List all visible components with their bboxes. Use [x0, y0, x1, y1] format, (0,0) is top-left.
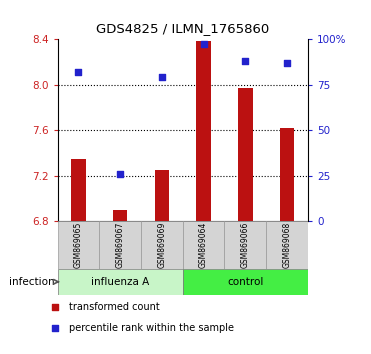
- Point: [117, 171, 123, 177]
- Bar: [266, 221, 308, 269]
- Text: GSM869065: GSM869065: [74, 222, 83, 268]
- Text: GSM869066: GSM869066: [241, 222, 250, 268]
- Bar: [196, 41, 211, 221]
- Text: infection: infection: [9, 277, 55, 287]
- Bar: [224, 221, 266, 269]
- Text: GSM869068: GSM869068: [283, 222, 292, 268]
- Bar: [58, 269, 183, 295]
- Text: GSM869064: GSM869064: [199, 222, 208, 268]
- Text: GSM869067: GSM869067: [116, 222, 125, 268]
- Bar: [113, 210, 127, 221]
- Title: GDS4825 / ILMN_1765860: GDS4825 / ILMN_1765860: [96, 22, 269, 35]
- Point: [284, 60, 290, 65]
- Point: [53, 304, 59, 310]
- Text: control: control: [227, 277, 263, 287]
- Text: percentile rank within the sample: percentile rank within the sample: [69, 322, 234, 333]
- Text: influenza A: influenza A: [91, 277, 149, 287]
- Text: transformed count: transformed count: [69, 302, 160, 313]
- Bar: [99, 221, 141, 269]
- Bar: [183, 221, 224, 269]
- Bar: [280, 128, 294, 221]
- Bar: [238, 88, 253, 221]
- Point: [75, 69, 81, 75]
- Bar: [58, 221, 99, 269]
- Text: GSM869069: GSM869069: [157, 222, 166, 268]
- Point: [159, 74, 165, 80]
- Point: [201, 41, 207, 47]
- Bar: [155, 170, 169, 221]
- Bar: [183, 269, 308, 295]
- Point: [242, 58, 248, 64]
- Point: [53, 325, 59, 331]
- Bar: [141, 221, 183, 269]
- Bar: [71, 159, 86, 221]
